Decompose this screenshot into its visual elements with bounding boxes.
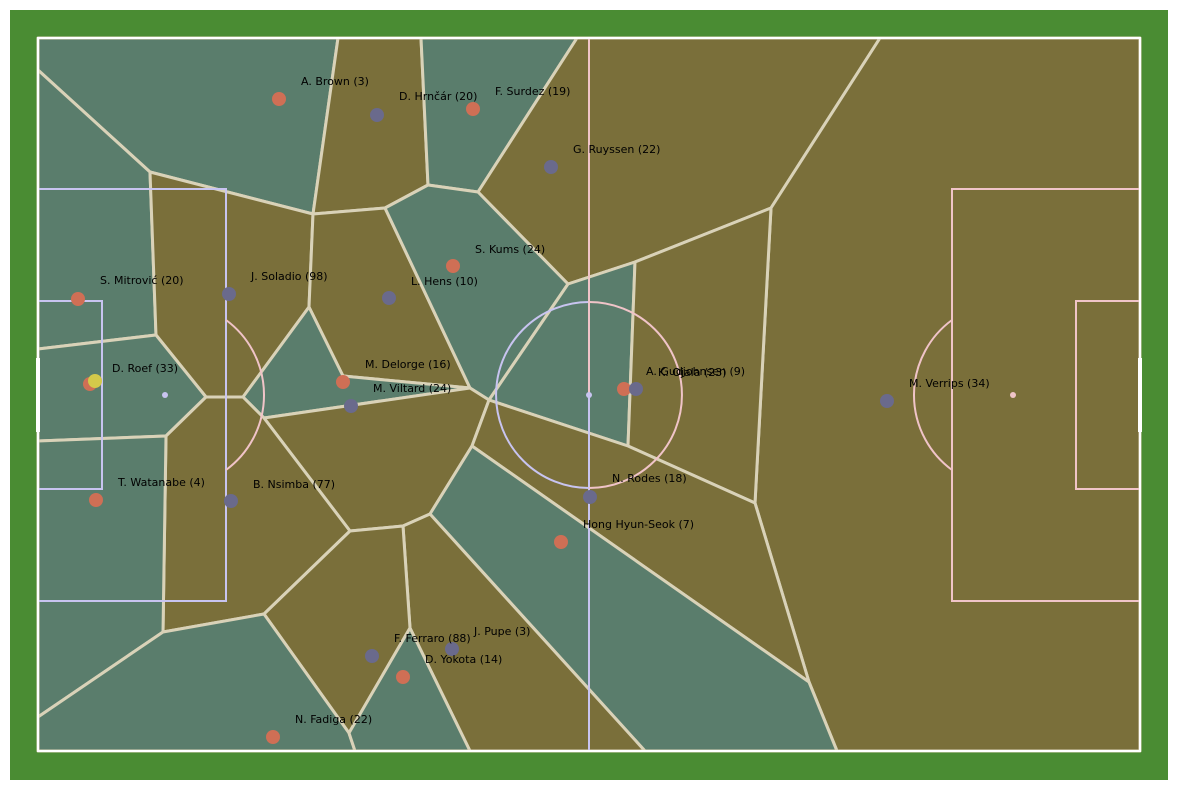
voronoi-region — [470, 398, 811, 684]
player-label: A. Gudjohnsen (9) — [646, 365, 745, 378]
player-label: G. Ruyssen (22) — [573, 143, 660, 156]
voronoi-regions — [36, 36, 1142, 753]
player-label: J. Pupe (3) — [473, 625, 530, 638]
player-label: M. Viltard (24) — [373, 382, 451, 395]
right-penalty-spot — [1010, 392, 1016, 398]
player-marker — [224, 494, 238, 508]
player-label: L. Hens (10) — [411, 275, 478, 288]
player-label: A. Brown (3) — [301, 75, 369, 88]
player-marker — [266, 730, 280, 744]
player-label: Hong Hyun-Seok (7) — [583, 518, 694, 531]
player-label: S. Mitrović (20) — [100, 274, 184, 287]
player-marker — [466, 102, 480, 116]
player-label: T. Watanabe (4) — [117, 476, 205, 489]
player-marker — [554, 535, 568, 549]
player-label: F. Ferraro (88) — [394, 632, 471, 645]
player-label: D. Yokota (14) — [425, 653, 502, 666]
player-marker — [222, 287, 236, 301]
ball — [88, 374, 102, 388]
player-label: D. Hrnčár (20) — [399, 90, 477, 103]
player-label: F. Surdez (19) — [495, 85, 570, 98]
player-marker — [272, 92, 286, 106]
left-penalty-arc — [225, 319, 266, 471]
player-marker — [344, 399, 358, 413]
right-penalty-arc — [912, 319, 953, 471]
center-spot — [586, 392, 592, 398]
player-label: B. Nsimba (77) — [253, 478, 335, 491]
player-label: S. Kums (24) — [475, 243, 545, 256]
player-marker — [629, 382, 643, 396]
player-marker — [365, 649, 379, 663]
player-marker — [89, 493, 103, 507]
player-label: M. Verrips (34) — [909, 377, 990, 390]
pitch-markings — [36, 37, 1142, 752]
player-marker — [382, 291, 396, 305]
player-label: K. Ojala (23) — [658, 366, 727, 379]
player-marker — [396, 670, 410, 684]
player-marker — [370, 108, 384, 122]
center-circle-right-arc — [588, 301, 683, 489]
players-layer: A. Brown (3) D. Hrnčár (20) F. Surdez (19)… — [71, 75, 990, 744]
player-marker — [544, 160, 558, 174]
player-marker — [583, 490, 597, 504]
center-circle-left-arc — [495, 301, 590, 489]
player-marker — [617, 382, 631, 396]
player-marker — [336, 375, 350, 389]
voronoi-region — [753, 36, 1142, 753]
player-label: D. Roef (33) — [112, 362, 178, 375]
left-penalty-spot — [162, 392, 168, 398]
player-marker — [445, 642, 459, 656]
player-label: N. Rodes (18) — [612, 472, 687, 485]
player-marker — [446, 259, 460, 273]
player-label: N. Fadiga (22) — [295, 713, 372, 726]
player-label: J. Soladio (98) — [250, 270, 328, 283]
player-label: M. Delorge (16) — [365, 358, 451, 371]
player-marker — [71, 292, 85, 306]
player-marker — [880, 394, 894, 408]
